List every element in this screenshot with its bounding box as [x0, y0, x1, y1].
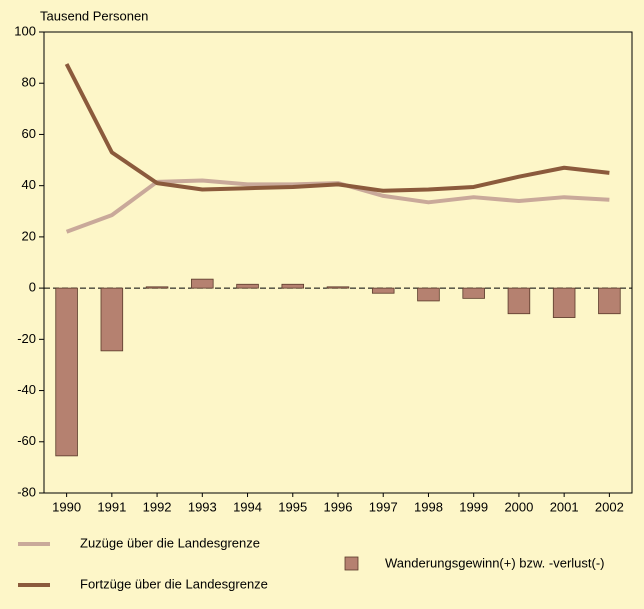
y-tick-label: 20 — [22, 228, 36, 243]
y-axis-label: Tausend Personen — [40, 8, 148, 23]
bar — [371, 287, 395, 294]
x-tick-label: 1996 — [324, 499, 353, 514]
y-tick-label: 0 — [29, 280, 36, 295]
x-tick-label: 1998 — [414, 499, 443, 514]
y-tick-label: -40 — [17, 382, 36, 397]
bar — [417, 287, 440, 302]
bar — [507, 287, 531, 315]
bar — [145, 286, 169, 289]
y-tick-label: 40 — [22, 177, 36, 192]
bar — [55, 287, 78, 457]
y-tick-label: 60 — [22, 126, 36, 141]
bar — [326, 286, 350, 289]
bar — [191, 278, 214, 289]
x-tick-label: 1990 — [52, 499, 81, 514]
bar — [462, 287, 485, 299]
x-tick-label: 1999 — [459, 499, 488, 514]
y-tick-label: 100 — [14, 23, 36, 38]
x-tick-label: 1992 — [143, 499, 172, 514]
legend-label: Fortzüge über die Landesgrenze — [80, 576, 268, 591]
legend-label: Zuzüge über die Landesgrenze — [80, 535, 260, 550]
y-tick-label: -80 — [17, 484, 36, 499]
bar — [552, 287, 576, 318]
bar — [100, 287, 124, 352]
x-tick-label: 1993 — [188, 499, 217, 514]
bar — [236, 283, 259, 289]
x-tick-label: 2000 — [504, 499, 533, 514]
y-tick-label: 80 — [22, 75, 36, 90]
x-tick-label: 1995 — [278, 499, 307, 514]
legend-swatch — [344, 556, 359, 571]
bar — [281, 283, 305, 289]
x-tick-label: 2002 — [595, 499, 624, 514]
bar — [598, 287, 621, 315]
y-tick-label: -60 — [17, 433, 36, 448]
x-tick-label: 1991 — [97, 499, 126, 514]
legend-label: Wanderungsgewinn(+) bzw. -verlust(-) — [385, 555, 605, 570]
x-tick-label: 1997 — [369, 499, 398, 514]
x-tick-label: 1994 — [233, 499, 262, 514]
line-series — [64, 63, 610, 193]
x-tick-label: 2001 — [550, 499, 579, 514]
y-tick-label: -20 — [17, 331, 36, 346]
